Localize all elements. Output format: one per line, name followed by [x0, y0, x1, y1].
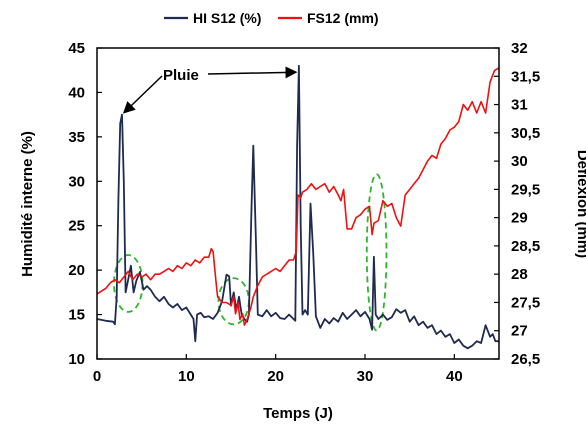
plot-frame	[96, 47, 500, 360]
annotation-label: Pluie	[163, 67, 199, 84]
y-right-tick-label: 32	[511, 40, 528, 57]
y-right-axis-ticks: 26,5 27 27,5 28 28,5 29 29,5 30 30,5 31 31,5 32	[494, 40, 540, 368]
y-left-tick-label: 35	[68, 129, 85, 146]
series-line-hi-s12	[96, 64, 499, 350]
y-left-tick-label: 10	[68, 351, 85, 368]
rain-annotation: Pluie	[122, 66, 298, 114]
series-line-fs12	[96, 67, 500, 326]
y-right-tick-label: 29,5	[511, 181, 540, 198]
y-right-tick-label: 27	[511, 323, 528, 340]
y-right-tick-label: 27,5	[511, 294, 540, 311]
x-tick-label: 20	[267, 368, 284, 385]
y-left-tick-label: 20	[68, 262, 85, 279]
annotation-arrow-1	[122, 75, 163, 114]
y-right-tick-label: 29	[511, 210, 528, 227]
highlight-ellipse-3	[365, 173, 388, 332]
legend-label-hi-s12: HI S12 (%)	[193, 10, 261, 26]
y-right-axis-label: Déflexion (mm)	[574, 150, 586, 258]
series-layer	[96, 64, 500, 350]
y-left-axis-ticks: 10 15 20 25 30 35 40 45	[68, 40, 102, 368]
y-right-tick-label: 31,5	[511, 68, 540, 85]
x-axis-ticks: 0 10 20 30 40	[93, 354, 463, 385]
x-axis-label: Temps (J)	[263, 405, 333, 422]
y-right-tick-label: 30,5	[511, 125, 540, 142]
y-left-tick-label: 45	[68, 40, 85, 57]
y-right-tick-label: 31	[511, 97, 528, 114]
y-right-tick-label: 26,5	[511, 351, 540, 368]
legend-label-fs12: FS12 (mm)	[307, 10, 379, 26]
y-right-tick-label: 28	[511, 266, 528, 283]
x-tick-label: 40	[446, 368, 463, 385]
x-tick-label: 30	[357, 368, 374, 385]
y-left-tick-label: 25	[68, 218, 85, 235]
y-right-tick-label: 30	[511, 153, 528, 170]
y-right-tick-label: 28,5	[511, 238, 540, 255]
y-left-axis-label: Humidité interne (%)	[19, 131, 36, 277]
x-tick-label: 10	[178, 368, 195, 385]
y-left-tick-label: 15	[68, 307, 85, 324]
legend: HI S12 (%) FS12 (mm)	[164, 10, 379, 26]
annotation-arrow-2	[207, 66, 298, 79]
x-tick-label: 0	[93, 368, 101, 385]
y-left-tick-label: 30	[68, 173, 85, 190]
y-left-tick-label: 40	[68, 84, 85, 101]
